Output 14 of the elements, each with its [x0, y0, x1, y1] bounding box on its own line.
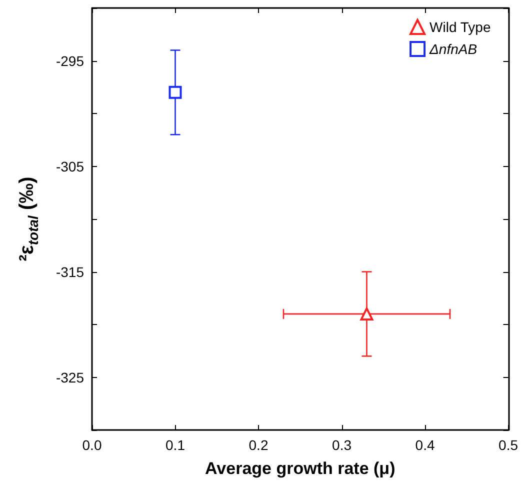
- legend-label: Wild Type: [430, 19, 491, 35]
- x-tick-label: 0.4: [415, 437, 435, 453]
- x-tick-label: 0.1: [166, 437, 186, 453]
- y-axis-title: ²εtotal (‰): [16, 176, 41, 262]
- y-tick-label: -305: [56, 158, 84, 174]
- legend-label: ΔnfnAB: [428, 41, 478, 57]
- y-tick-label: -325: [56, 369, 84, 386]
- x-tick-label: 0.3: [332, 437, 352, 453]
- x-tick-label: 0.2: [248, 437, 268, 453]
- x-axis-title: Average growth rate (μ): [205, 459, 396, 478]
- x-tick-label: 0.0: [82, 437, 102, 453]
- y-tick-label: -315: [56, 264, 84, 280]
- x-tick-label: 0.5: [498, 437, 518, 453]
- y-tick-label: -295: [56, 52, 84, 69]
